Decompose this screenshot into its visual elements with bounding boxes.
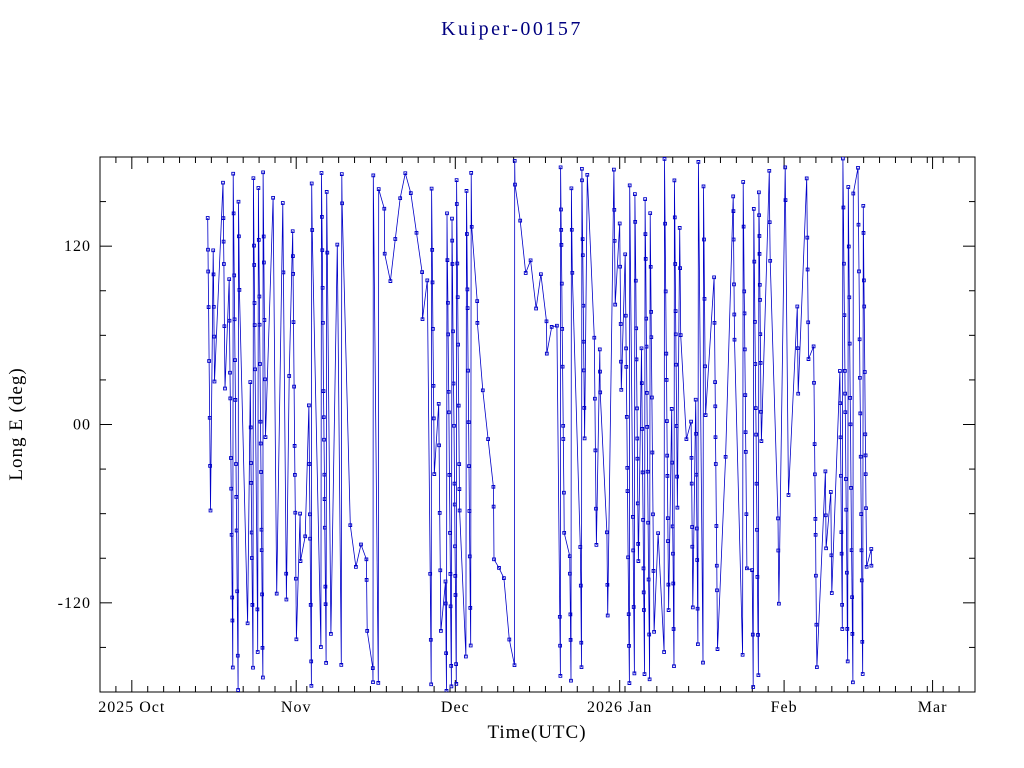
x-tick-label: Mar (918, 699, 948, 716)
data-line (207, 158, 872, 691)
data-markers (205, 157, 874, 692)
x-tick-label: 2025 Oct (98, 699, 165, 716)
x-tick-label: Nov (281, 699, 312, 716)
chart-title: Kuiper-00157 (441, 18, 583, 40)
x-axis-label: Time(UTC) (487, 722, 587, 743)
data-layer (205, 157, 874, 692)
x-tick-label: Feb (771, 699, 798, 716)
x-tick-label: 2026 Jan (587, 699, 652, 716)
y-tick-label: 120 (64, 238, 91, 255)
x-tick-label: Dec (441, 699, 470, 716)
y-tick-label: -120 (58, 595, 91, 612)
y-tick-label: 00 (73, 417, 91, 434)
